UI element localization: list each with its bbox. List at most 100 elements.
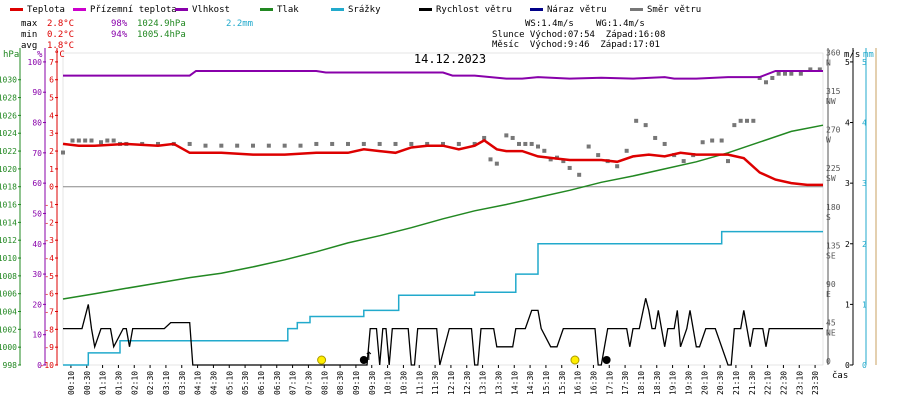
x-tick-label: 21:10 — [732, 371, 741, 395]
celsius-tick: 2 — [49, 147, 54, 156]
moon-info: Měsíc Východ:9:46 Západ:17:01 — [492, 40, 660, 50]
hpa-axis-title: hPa — [3, 50, 19, 60]
wind-direction-point — [536, 144, 540, 149]
x-tick-label: 12:10 — [447, 371, 456, 395]
x-tick-label: 22:10 — [764, 371, 773, 395]
x-tick-label: 15:30 — [558, 371, 567, 395]
wind-direction-point — [738, 118, 743, 123]
x-tick-label: 20:30 — [716, 371, 725, 395]
wind-direction-point — [441, 141, 445, 146]
hpa-tick: 1000 — [0, 343, 17, 352]
stats-min-press: 1005.4hPa — [137, 30, 186, 40]
celsius-tick: -6 — [44, 290, 54, 299]
x-tick-label: 03:30 — [178, 371, 187, 395]
pct-tick: 100 — [28, 58, 43, 67]
wind-direction-point — [817, 67, 822, 72]
ms-tick: 2 — [845, 240, 850, 249]
direction-tick-label: NW — [826, 97, 836, 106]
pct-tick: 90 — [32, 88, 42, 97]
wind-speed-info: WS:1.4m/s — [525, 19, 574, 29]
x-tick-label: 16:10 — [574, 371, 583, 395]
wind-direction-point — [393, 141, 398, 146]
stats-min-hum: 94% — [111, 30, 128, 40]
humidity-series — [63, 70, 823, 80]
pct-axis-title: % — [37, 50, 43, 60]
direction-tick: 45 — [826, 318, 836, 327]
direction-tick: 315 — [826, 87, 841, 96]
wind-direction-point — [586, 144, 591, 149]
mm-tick: 3 — [862, 179, 867, 188]
x-tick-label: 04:30 — [209, 371, 218, 395]
x-tick-label: 12:30 — [463, 371, 472, 395]
wind-direction-point — [542, 148, 547, 153]
celsius-tick: -5 — [44, 272, 54, 281]
wind-direction-point — [494, 161, 499, 166]
x-tick-label: 10:10 — [384, 371, 393, 395]
wind-direction-point — [776, 71, 781, 76]
direction-tick: 360 — [826, 49, 841, 58]
x-tick-label: 10:30 — [399, 371, 408, 395]
legend-swatch — [10, 8, 23, 11]
wind-direction-point — [482, 135, 487, 140]
rain-event-marker — [602, 356, 611, 364]
wind-direction-point — [219, 143, 224, 148]
wind-direction-point — [700, 140, 705, 145]
hpa-tick: 1028 — [0, 94, 17, 103]
plot-area — [61, 67, 824, 366]
wind-direction-point — [298, 143, 303, 148]
wind-direction-point — [764, 80, 768, 85]
wind-direction-point — [203, 143, 208, 148]
mm-tick: 1 — [862, 300, 867, 309]
x-tick-label: 23:10 — [795, 371, 804, 395]
wind-direction-point — [624, 148, 629, 153]
x-tick-label: 08:10 — [320, 371, 329, 395]
pct-tick: 80 — [32, 119, 42, 128]
pressure-series — [62, 124, 824, 300]
wind-direction-point — [719, 138, 724, 143]
stats-header: max 2.8°C 98% 1024.9hPa 2.2mm min 0.2°C … — [21, 19, 665, 66]
x-tick-label: 18:30 — [653, 371, 662, 395]
wind-direction-point — [523, 141, 528, 146]
stats-max-rain: 2.2mm — [226, 19, 253, 29]
ms-tick: 1 — [845, 300, 850, 309]
hpa-tick: 1016 — [0, 201, 17, 210]
mm-tick: 5 — [862, 58, 867, 67]
wind-direction-point — [643, 123, 648, 128]
celsius-tick: 0 — [49, 183, 54, 192]
mm-axis-title: mm — [863, 50, 874, 60]
x-tick-label: 05:10 — [225, 371, 234, 395]
wind-direction-point — [70, 138, 75, 143]
sun-info: Slunce Východ:07:54 Západ:16:08 — [492, 30, 665, 40]
wind-direction-point — [314, 141, 319, 146]
hpa-tick: 1008 — [0, 272, 17, 281]
x-tick-label: 02:10 — [130, 371, 139, 395]
pct-tick: 40 — [32, 240, 42, 249]
stats-max-temp: 2.8°C — [47, 19, 74, 29]
legend-swatch — [175, 8, 188, 11]
hpa-tick: 1030 — [0, 76, 17, 85]
x-tick-label: 00:10 — [67, 371, 76, 395]
wind-direction-point — [770, 75, 775, 80]
wind-speed-series — [63, 298, 823, 366]
wind-direction-point — [710, 138, 715, 143]
celsius-tick: -7 — [44, 308, 54, 317]
wind-direction-point — [346, 141, 350, 146]
wind-direction-point — [653, 135, 658, 140]
direction-tick: 180 — [826, 203, 841, 212]
celsius-tick: -1 — [44, 201, 54, 210]
pct-tick: 30 — [32, 270, 42, 279]
wind-direction-point — [517, 141, 521, 146]
wind-direction-point — [488, 157, 493, 162]
wind-direction-point — [504, 133, 509, 138]
chart-title: 14.12.2023 — [414, 52, 486, 66]
wind-direction-point — [456, 141, 461, 146]
wind-direction-point — [76, 138, 81, 143]
stats-avg-temp: 1.8°C — [47, 41, 74, 51]
wind-direction-point — [510, 135, 515, 140]
legend-label: Náraz větru — [547, 5, 607, 15]
hpa-tick: 1026 — [0, 111, 17, 120]
pct-tick: 0 — [37, 361, 42, 370]
celsius-axis-title: °C — [54, 50, 65, 60]
